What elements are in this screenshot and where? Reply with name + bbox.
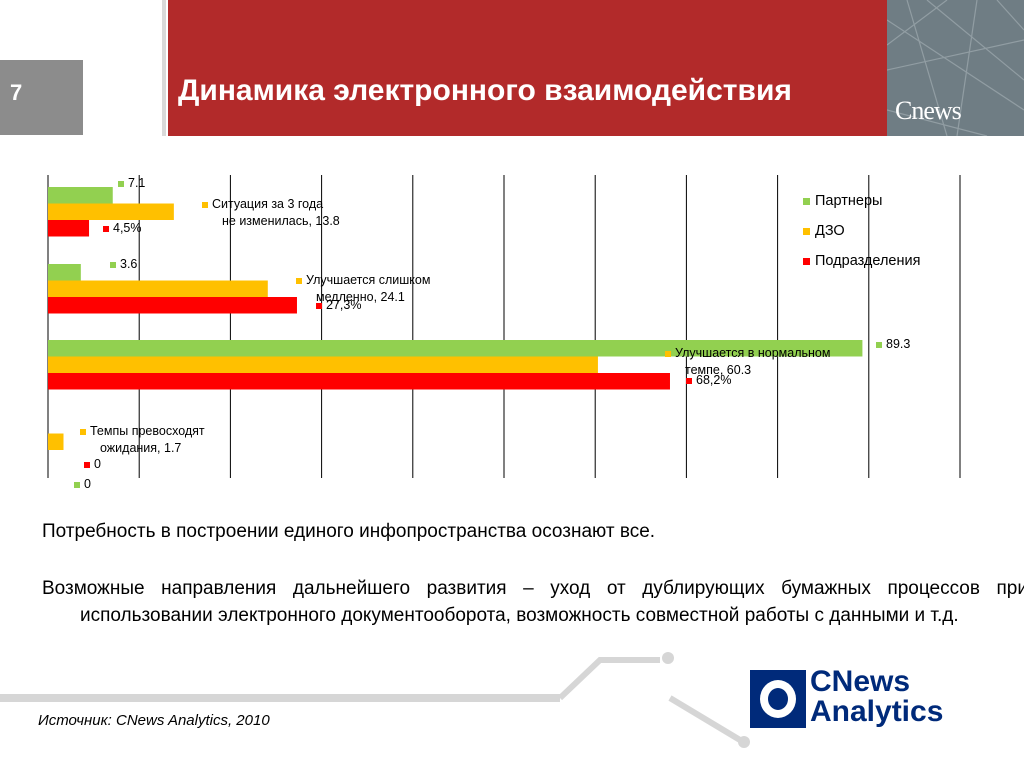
data-label: Улучшается в нормальном темпе, 60.3 [675, 346, 830, 377]
logo-text-analytics: Analytics [810, 695, 944, 728]
bar-chart: 7.1 3.6 89.3 0 Ситуация за 3 года не изменила… [47, 175, 961, 491]
paragraph-need: Потребность в построении единого инфопро… [42, 521, 656, 542]
bottom-divider [0, 694, 560, 702]
legend-swatch [803, 198, 810, 205]
data-label: 89.3 [886, 337, 910, 351]
label-marker [80, 429, 86, 435]
data-label: 27,3% [326, 298, 361, 312]
bar-divisions [48, 297, 297, 314]
label-marker [316, 303, 322, 309]
label-marker [686, 378, 692, 384]
bar-dzo [48, 433, 64, 450]
label-marker [665, 351, 671, 357]
label-marker [118, 181, 124, 187]
data-label: 7.1 [128, 176, 145, 190]
bar-partners [48, 340, 863, 357]
leaf-veins-graphic [887, 0, 1024, 136]
logo-core-icon [768, 688, 788, 710]
bar-dzo [48, 280, 268, 297]
legend-swatch [803, 228, 810, 235]
slide-title: Динамика электронного взаимодействия [178, 74, 792, 107]
data-label: 3.6 [120, 257, 137, 271]
data-label: Улучшается слишком медленно, 24.1 [306, 273, 430, 304]
label-marker [876, 342, 882, 348]
label-marker [202, 202, 208, 208]
logo-text-cnews: CNews [810, 665, 911, 698]
bar-partners [48, 187, 113, 204]
cnews-analytics-logo: CNews Analytics [750, 665, 984, 732]
legend-label: Подразделения [815, 253, 920, 269]
legend-swatch [803, 258, 810, 265]
label-marker [103, 226, 109, 232]
cnews-small-logo: Cnews [895, 96, 962, 125]
data-label: 0 [94, 457, 101, 471]
legend-label: Партнеры [815, 193, 882, 209]
data-label: 0 [84, 477, 91, 491]
data-label: 4,5% [113, 221, 142, 235]
bar-divisions [48, 220, 90, 237]
slide-number-box [0, 60, 83, 135]
paragraph-directions: Возможные направления дальнейшего развит… [42, 578, 1024, 626]
source-note: Источник: CNews Analytics, 2010 [38, 712, 270, 729]
circuit-decoration [557, 652, 750, 748]
label-marker [84, 462, 90, 468]
data-label: Ситуация за 3 года не изменилась, 13.8 [212, 197, 340, 228]
leaf-texture-image [887, 0, 1024, 136]
logo-mark-icon [750, 670, 806, 728]
data-label: Темпы превосходят ожидания, 1.7 [90, 424, 205, 455]
bar-divisions [48, 373, 670, 390]
label-marker [74, 482, 80, 488]
data-label: 68,2% [696, 373, 731, 387]
label-marker [296, 278, 302, 284]
bar-partners [48, 264, 81, 281]
label-marker [110, 262, 116, 268]
header-divider [162, 0, 166, 136]
bar-dzo [48, 203, 174, 220]
header-banner [168, 0, 887, 136]
bar-dzo [48, 356, 598, 373]
slide-number: 7 [10, 80, 23, 105]
legend-label: ДЗО [815, 223, 845, 239]
